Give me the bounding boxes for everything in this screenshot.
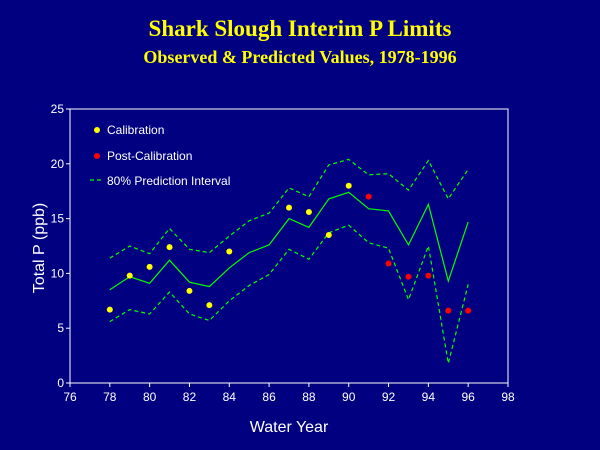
legend-label: Calibration	[107, 123, 164, 137]
calibration-point	[126, 272, 133, 279]
post-calibration-point	[425, 272, 432, 279]
calibration-point	[226, 248, 233, 255]
legend-marker	[94, 127, 100, 133]
calibration-point	[146, 263, 153, 270]
predicted-line	[109, 191, 469, 291]
legend-label: Post-Calibration	[107, 149, 192, 163]
calibration-point	[206, 302, 213, 309]
chart-legend: Calibration Post-Calibration 80% Predictio…	[90, 123, 230, 188]
calibration-point	[286, 204, 292, 211]
plot-frame	[69, 108, 509, 384]
x-tick-label: 76	[63, 390, 77, 404]
y-tick-label: 5	[57, 321, 64, 335]
calibration-point	[186, 287, 193, 294]
y-tick-label: 25	[51, 102, 65, 116]
slide-title: Shark Slough Interim P Limits	[148, 16, 452, 41]
legend-marker	[94, 153, 100, 159]
chart-lines	[109, 158, 469, 364]
chart-axes: 76 78 80 82 84 86 88 90 92 94 96 98 0 5 10 15 20 25	[51, 102, 515, 404]
prediction-interval-line	[109, 158, 469, 259]
y-axis-label: Total P (ppb)	[31, 203, 48, 293]
post-calibration-point	[365, 193, 372, 200]
y-tick-label: 15	[51, 212, 65, 226]
x-tick-label: 88	[302, 390, 316, 404]
post-calibration-point	[465, 307, 472, 314]
post-calibration-point	[405, 273, 412, 280]
x-tick-label: 82	[183, 390, 197, 404]
x-tick-label: 98	[501, 390, 515, 404]
slide-subtitle: Observed & Predicted Values, 1978-1996	[143, 47, 457, 67]
prediction-interval-line	[109, 224, 469, 364]
x-tick-label: 94	[422, 390, 436, 404]
x-tick-label: 96	[462, 390, 476, 404]
x-tick-label: 92	[382, 390, 396, 404]
calibration-point	[166, 244, 173, 251]
y-tick-label: 20	[51, 157, 65, 171]
calibration-point	[305, 209, 312, 216]
y-tick-label: 10	[51, 266, 65, 280]
calibration-point	[345, 182, 352, 189]
x-tick-label: 80	[143, 390, 157, 404]
post-calibration-point	[445, 307, 452, 314]
calibration-point	[325, 232, 332, 239]
x-axis-label: Water Year	[250, 419, 329, 436]
x-tick-label: 78	[103, 390, 117, 404]
x-tick-label: 84	[223, 390, 237, 404]
x-tick-label: 90	[342, 390, 356, 404]
x-tick-label: 86	[262, 390, 276, 404]
calibration-point	[106, 306, 113, 313]
y-tick-label: 0	[57, 376, 64, 390]
chart-points	[106, 182, 472, 314]
legend-label: 80% Prediction Interval	[107, 174, 230, 188]
post-calibration-point	[385, 260, 392, 267]
